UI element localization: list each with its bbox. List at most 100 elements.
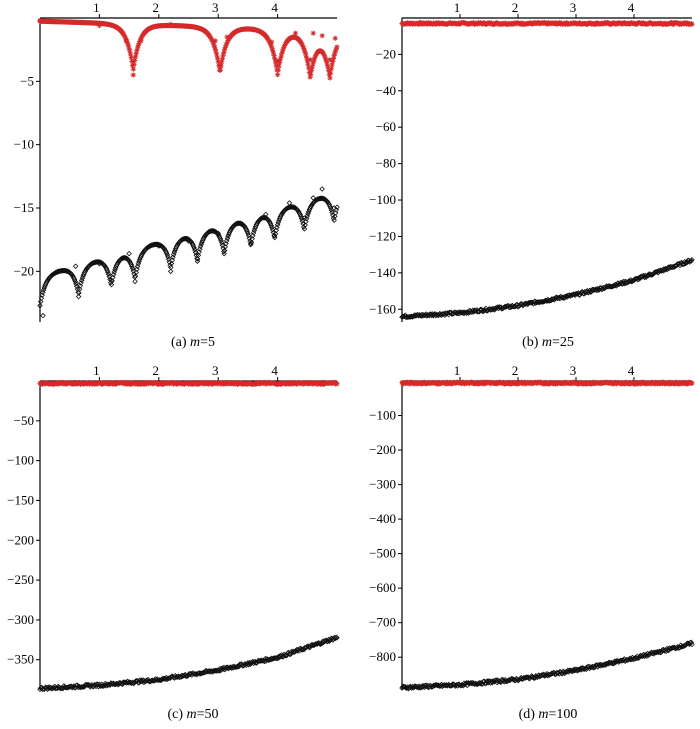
data-point (429, 311, 436, 317)
data-point (624, 279, 631, 286)
x-tick-label: 1 (454, 363, 461, 378)
series-red (399, 19, 695, 27)
caption-variable: m (187, 707, 197, 722)
data-point (524, 674, 530, 681)
caption-variable: m (538, 707, 548, 722)
data-point (132, 54, 139, 60)
data-point (130, 72, 136, 78)
series-black (37, 186, 340, 319)
data-point (73, 281, 79, 287)
data-point (217, 665, 223, 672)
data-point (578, 665, 584, 671)
data-point (269, 224, 275, 231)
data-point (676, 260, 682, 267)
data-point (495, 305, 502, 312)
data-point (130, 66, 136, 72)
chart-panel: 1 2 3 4 −100 −200 −300 −400 −500 −600 −700 −800 (d) … (369, 363, 695, 722)
data-point (86, 682, 93, 689)
chart-panel: 1 2 3 4 −5 −10 −15 −20 (a) m=5 (14, 0, 340, 350)
data-point (219, 242, 226, 249)
data-point (243, 227, 250, 233)
y-tick-label: −10 (14, 137, 34, 152)
data-point (542, 379, 548, 386)
data-point (248, 240, 254, 247)
chart-panel: 1 2 3 4 −20 −40 −60 −80 −100 −120 −140 −160 (b) m=25 (369, 0, 695, 350)
data-point (404, 21, 410, 27)
data-point (275, 72, 281, 78)
data-point (220, 52, 226, 58)
data-point (196, 249, 202, 255)
data-point (331, 217, 337, 223)
data-point (191, 245, 197, 251)
data-point (323, 56, 329, 62)
x-tick-label: 3 (212, 0, 219, 15)
data-point (306, 65, 312, 71)
data-point (224, 34, 230, 40)
data-point (133, 50, 139, 57)
data-point (77, 283, 84, 289)
data-point (185, 238, 192, 244)
data-point (134, 48, 140, 54)
data-point (245, 230, 251, 237)
y-tick-label: −40 (376, 83, 396, 98)
y-tick-label: −20 (14, 263, 34, 278)
data-point (127, 51, 134, 57)
data-point (311, 58, 317, 64)
data-point (479, 308, 486, 315)
data-point (130, 268, 137, 274)
data-point (269, 227, 276, 233)
data-point (275, 67, 281, 73)
series-black (37, 634, 340, 693)
data-point (218, 237, 224, 244)
data-point (221, 49, 227, 56)
data-point (133, 269, 139, 276)
data-point (630, 277, 636, 284)
data-point (297, 212, 303, 218)
data-point (129, 263, 135, 270)
data-point (122, 35, 129, 41)
data-point (244, 228, 250, 235)
y-tick-label: −160 (369, 301, 396, 316)
data-point (521, 379, 528, 385)
data-point (217, 63, 223, 69)
x-tick-label: 1 (93, 363, 100, 378)
data-point (292, 30, 299, 36)
data-point (278, 53, 284, 59)
data-point (267, 41, 274, 47)
data-point (221, 47, 228, 53)
y-tick-label: −350 (7, 652, 34, 667)
data-point (122, 679, 128, 686)
x-tick-label: 4 (271, 0, 278, 15)
y-tick-label: −600 (369, 580, 396, 595)
data-point (215, 59, 221, 65)
data-point (310, 195, 317, 201)
data-point (328, 66, 334, 72)
data-point (574, 668, 581, 674)
data-point (262, 211, 269, 218)
caption-value: =100 (549, 707, 578, 722)
data-point (561, 295, 568, 301)
data-point (488, 381, 494, 387)
x-tick-label: 1 (93, 0, 100, 15)
series-red (399, 379, 695, 387)
data-point (400, 313, 406, 320)
x-tick-label: 2 (512, 0, 519, 15)
data-point (587, 20, 594, 26)
data-point (302, 222, 308, 228)
chart-caption: (c) m=50 (167, 707, 218, 722)
data-point (332, 213, 338, 220)
data-point (273, 63, 279, 69)
data-point (689, 641, 695, 648)
data-point (173, 674, 179, 680)
y-tick-label: −250 (7, 572, 34, 587)
caption-prefix: (c) (167, 707, 186, 722)
data-point (129, 58, 135, 64)
data-point (222, 244, 229, 250)
x-tick-label: 4 (628, 0, 635, 15)
data-point (183, 673, 189, 679)
y-tick-label: −100 (369, 408, 396, 423)
y-tick-label: −100 (7, 453, 34, 468)
data-point (192, 247, 198, 253)
x-tick-label: 3 (570, 0, 577, 15)
data-point (689, 21, 695, 27)
